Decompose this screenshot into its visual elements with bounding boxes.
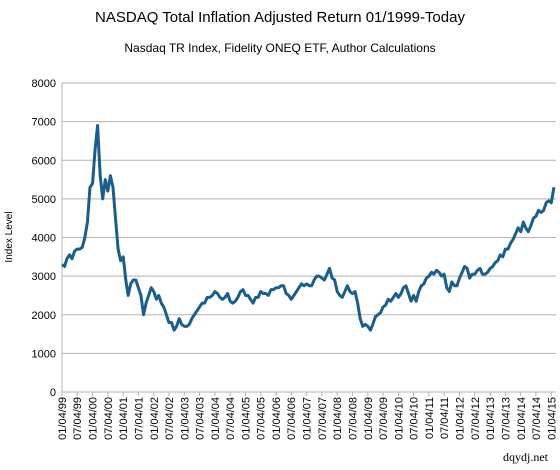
y-tick-label: 2000 [32,310,56,322]
x-tick-label: 01/04/14 [516,397,528,440]
chart-subtitle: Nasdaq TR Index, Fidelity ONEQ ETF, Auth… [124,41,435,55]
x-tick-label: 01/04/15 [546,397,558,440]
x-tick-label: 01/04/02 [149,397,161,440]
x-tick-label: 01/04/06 [271,397,283,440]
x-tick-label: 07/04/03 [194,397,206,440]
y-tick-label: 3000 [32,271,56,283]
y-tick-label: 4000 [32,233,56,245]
x-tick-label: 07/04/08 [347,397,359,440]
x-tick-label: 07/04/09 [378,397,390,440]
x-tick-label: 07/04/06 [286,397,298,440]
chart-title: NASDAQ Total Inflation Adjusted Return 0… [95,9,465,26]
x-tick-label: 07/04/07 [317,397,329,440]
x-tick-label: 01/04/00 [88,397,100,440]
y-axis-label: Index Level [4,211,15,262]
y-tick-label: 6000 [32,155,56,167]
x-tick-label: 07/04/99 [72,397,84,440]
x-tick-label: 07/04/12 [470,397,482,440]
x-tick-label: 01/04/03 [179,397,191,440]
y-tick-label: 5000 [32,194,56,206]
x-tick-label: 07/04/01 [133,397,145,440]
x-tick-label: 07/04/00 [103,397,115,440]
source-note: dqydj.net [503,450,549,464]
x-tick-label: 01/04/05 [241,397,253,440]
x-tick-label: 01/04/08 [332,397,344,440]
y-tick-label: 8000 [32,78,56,90]
x-tick-label: 01/04/01 [118,397,130,440]
x-tick-label: 07/04/10 [409,397,421,440]
x-tick-label: 01/04/11 [424,397,436,439]
x-tick-label: 07/04/13 [500,397,512,440]
x-tick-label: 07/04/04 [225,397,237,440]
x-tick-label: 07/04/14 [531,397,543,440]
x-tick-label: 01/04/10 [393,397,405,440]
x-tick-label: 07/04/11 [439,397,451,439]
x-tick-label: 01/04/12 [455,397,467,440]
data-line [61,123,556,332]
y-tick-label: 0 [50,387,56,399]
x-tick-label: 07/04/05 [256,397,268,440]
x-tick-label: 01/04/04 [210,397,222,440]
x-tick-label: 01/04/99 [57,397,69,440]
x-tick-label: 07/04/02 [164,397,176,440]
x-tick-label: 01/04/07 [302,397,314,440]
x-tick-label: 01/04/09 [363,397,375,440]
x-tick-label: 01/04/13 [485,397,497,440]
y-tick-label: 7000 [32,117,56,129]
y-tick-label: 1000 [32,348,56,360]
